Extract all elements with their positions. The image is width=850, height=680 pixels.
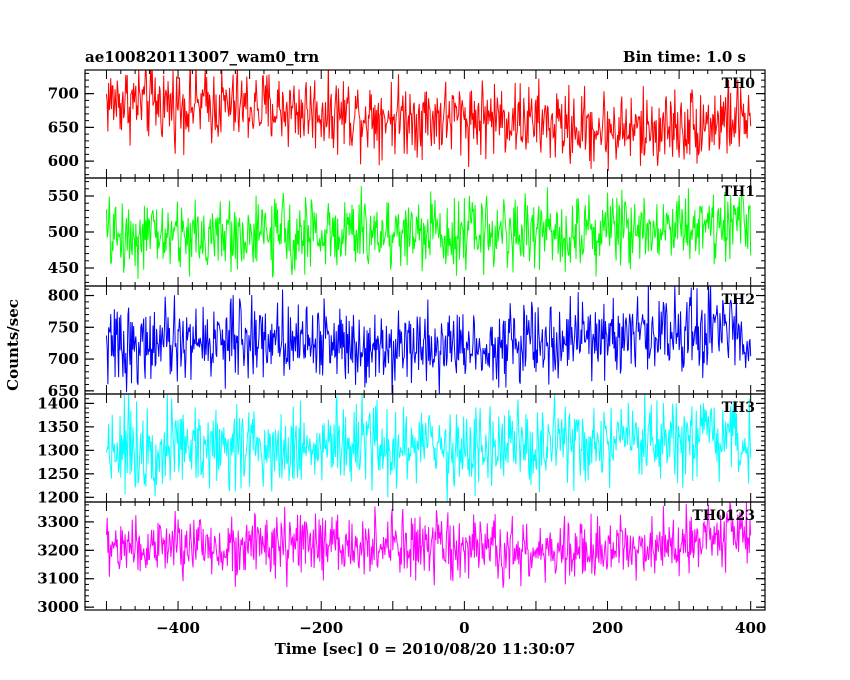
panel-th3: 1200 1250 1300 1350 1400 TH3 [37, 393, 766, 506]
x-axis: −400 −200 0 200 400 [156, 619, 766, 637]
panel-th1: 450 500 550 TH1 [48, 177, 766, 287]
panel-label: TH3 [722, 400, 755, 416]
y-tick-label: 550 [48, 187, 79, 205]
y-tick-label: 3000 [37, 598, 79, 616]
series-line-th3 [105, 394, 752, 502]
panel-label: TH0 [722, 76, 756, 92]
y-tick-label: 600 [48, 152, 79, 170]
y-tick-label: 500 [48, 223, 79, 241]
bin-time-label: Bin time: 1.0 s [623, 48, 746, 66]
y-tick-label: 1200 [37, 488, 79, 506]
y-tick-label: 700 [48, 350, 79, 368]
y-tick-label: 750 [48, 318, 79, 336]
panel-th2: 650 700 750 800 TH2 [48, 285, 766, 400]
y-tick-label: 1400 [37, 394, 79, 412]
x-axis-label: Time [sec] 0 = 2010/08/20 11:30:07 [275, 640, 576, 658]
y-tick-label: 450 [48, 259, 79, 277]
panel-th0: 600 650 700 TH0 [48, 69, 766, 179]
panel-label: TH2 [722, 292, 755, 308]
chart-title: ae100820113007_wam0_trn [85, 48, 319, 66]
y-tick-label: 650 [48, 118, 79, 136]
x-tick-label: 400 [735, 619, 766, 637]
y-tick-label: 3100 [37, 570, 79, 588]
y-tick-label: 700 [48, 85, 79, 103]
x-tick-label: −200 [299, 619, 343, 637]
x-tick-label: 200 [592, 619, 623, 637]
x-tick-label: −400 [156, 619, 200, 637]
panel-label: TH1 [722, 184, 755, 200]
series-line-th2 [105, 286, 752, 394]
panel-th0123: 3000 3100 3200 3300 TH0123 [37, 501, 766, 616]
y-axis-label: Counts/sec [4, 299, 22, 391]
y-tick-label: 3200 [37, 541, 79, 559]
y-tick-label: 1250 [37, 465, 79, 483]
y-tick-label: 1350 [37, 418, 79, 436]
series-line-th0123 [105, 502, 752, 588]
x-tick-label: 0 [459, 619, 469, 637]
y-tick-label: 650 [48, 382, 79, 400]
y-tick-label: 3300 [37, 513, 79, 531]
y-tick-label: 800 [48, 287, 79, 305]
panel-stack: 600 650 700 TH0 450 500 550 TH1 650 700 750 800 TH2 1… [37, 69, 766, 616]
series-line-th1 [105, 185, 752, 279]
series-line-th0 [105, 70, 752, 172]
y-tick-label: 1300 [37, 441, 79, 459]
panel-label: TH0123 [692, 508, 755, 524]
